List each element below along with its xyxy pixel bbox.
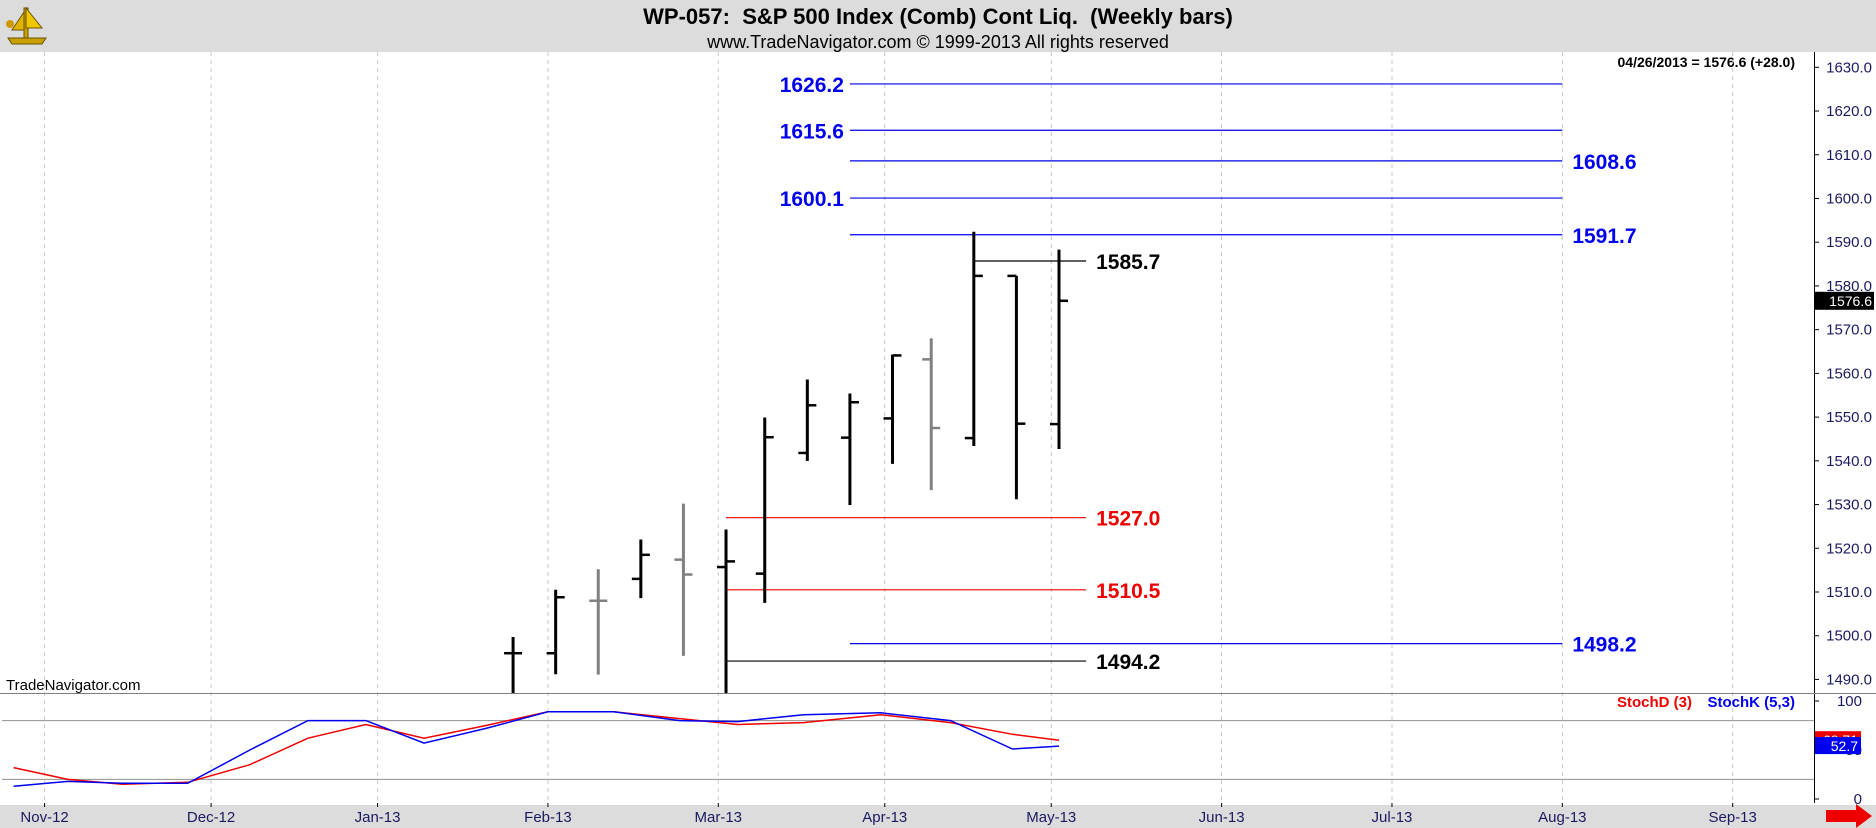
price-tick-label: 1550.0 xyxy=(1826,409,1872,426)
date-tick-label: May-13 xyxy=(1026,809,1076,826)
legend-stoch-k: StochK (5,3) xyxy=(1707,694,1795,711)
level-label: 1498.2 xyxy=(1572,634,1636,657)
title-bar-bg xyxy=(0,0,1876,52)
main-chart-panel xyxy=(2,52,1814,693)
date-tick-label: Jul-13 xyxy=(1372,809,1413,826)
date-axis-bg xyxy=(0,805,1876,828)
price-tick-label: 1610.0 xyxy=(1826,147,1872,164)
stoch-d-line xyxy=(13,711,1060,786)
stochastic-tick-label: 100 xyxy=(1837,693,1862,710)
price-tick-label: 1590.0 xyxy=(1826,234,1872,251)
date-tick-label: Jun-13 xyxy=(1199,809,1245,826)
date-tick-label: Jan-13 xyxy=(355,809,401,826)
price-tick-label: 1560.0 xyxy=(1826,365,1872,382)
price-tick-label: 1570.0 xyxy=(1826,322,1872,339)
level-label: 1591.7 xyxy=(1572,225,1636,248)
level-lines: 1626.2 1615.6 1608.6 1600.1 1591.7 1585.7 1527… xyxy=(726,74,1637,674)
level-label: 1494.2 xyxy=(1096,651,1160,674)
price-tick-label: 1630.0 xyxy=(1826,59,1872,76)
date-tick-label: Aug-13 xyxy=(1538,809,1586,826)
date-tick-label: Mar-13 xyxy=(695,809,743,826)
price-axis-bg xyxy=(1814,52,1874,802)
last-bar-info: 04/26/2013 = 1576.6 (+28.0) xyxy=(1618,54,1795,70)
price-tick-label: 1540.0 xyxy=(1826,453,1872,470)
price-tick-label: 1600.0 xyxy=(1826,190,1872,207)
level-label: 1608.6 xyxy=(1572,151,1636,174)
grid xyxy=(44,52,1734,803)
chart-subtitle: www.TradeNavigator.com © 1999-2013 All r… xyxy=(706,32,1169,52)
price-tick-label: 1580.0 xyxy=(1826,278,1872,295)
stochastic-tick-label: 0 xyxy=(1854,791,1862,808)
price-tick-label: 1520.0 xyxy=(1826,540,1872,557)
level-label: 1626.2 xyxy=(780,74,844,97)
last-price-tag xyxy=(1815,291,1874,310)
legend-stoch-d: StochD (3) xyxy=(1617,694,1692,711)
price-tick-label: 1490.0 xyxy=(1826,671,1872,688)
stoch-k-line xyxy=(13,711,1060,788)
level-label: 1510.5 xyxy=(1096,580,1161,603)
price-tick-label: 1530.0 xyxy=(1826,497,1872,514)
chart-title: WP-057: S&P 500 Index (Comb) Cont Liq. (… xyxy=(643,4,1233,29)
price-axis: 1490.0 1500.0 1510.0 1520.0 1530.0 1540.0 1550… xyxy=(1814,52,1874,803)
scroll-right-arrow-icon[interactable] xyxy=(1826,804,1872,828)
date-axis: Nov-12 Dec-12 Jan-13 Feb-13 Mar-13 Apr-13 May-… xyxy=(20,803,1757,826)
date-tick-label: Dec-12 xyxy=(187,809,235,826)
app-logo-icon[interactable] xyxy=(6,6,47,45)
date-tick-label: Nov-12 xyxy=(20,809,68,826)
watermark: TradeNavigator.com xyxy=(6,677,141,694)
stochastic-value-tag xyxy=(1815,737,1861,755)
stochastic-value-label: 52.7 xyxy=(1831,738,1858,754)
price-bars xyxy=(504,231,1068,693)
stochastic-panel xyxy=(2,695,1814,803)
date-tick-label: Apr-13 xyxy=(862,809,907,826)
date-tick-label: Feb-13 xyxy=(524,809,572,826)
level-label: 1615.6 xyxy=(780,120,844,143)
level-label: 1600.1 xyxy=(780,188,845,211)
price-tick-label: 1510.0 xyxy=(1826,584,1872,601)
price-tick-label: 1620.0 xyxy=(1826,103,1872,120)
last-price-label: 1576.6 xyxy=(1829,293,1872,309)
price-tick-label: 1500.0 xyxy=(1826,628,1872,645)
stochastic-lines xyxy=(13,711,1060,788)
level-label: 1585.7 xyxy=(1096,251,1160,274)
level-label: 1527.0 xyxy=(1096,508,1160,531)
date-tick-label: Sep-13 xyxy=(1709,809,1757,826)
